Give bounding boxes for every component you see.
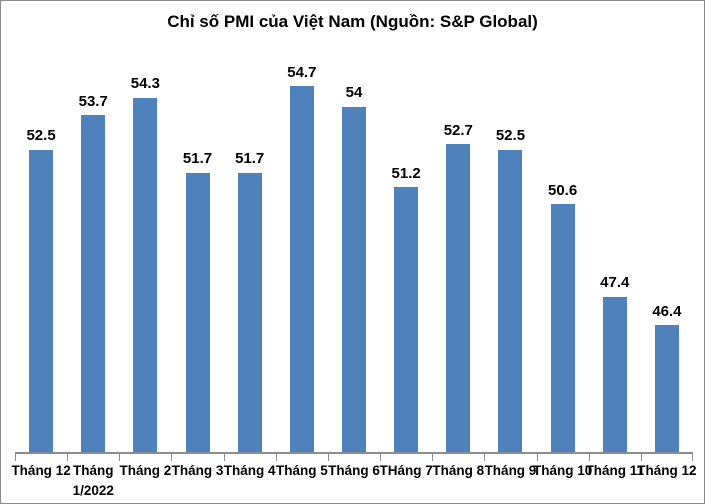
bar-value-label: 54.3 <box>130 75 160 93</box>
x-axis-label: Tháng 3 <box>171 463 224 478</box>
bar-value-label: 50.6 <box>548 181 578 199</box>
x-axis-label: Tháng 4 <box>223 463 276 478</box>
x-axis-tick <box>223 454 225 461</box>
bar-value-label: 46.4 <box>652 302 682 320</box>
bar <box>342 106 366 452</box>
x-axis-tick <box>119 454 121 461</box>
bar-value-label: 53.7 <box>78 92 108 110</box>
bar <box>394 187 419 452</box>
bar <box>29 149 54 452</box>
bar <box>498 149 523 452</box>
x-axis-label: Tháng 12 <box>637 463 697 478</box>
x-axis-label: Tháng 5 <box>275 463 328 478</box>
x-axis-tick <box>15 454 16 461</box>
bar-value-label: 52.5 <box>495 127 526 145</box>
x-axis-tick <box>275 454 277 461</box>
bar-value-label: 54.7 <box>287 63 317 81</box>
x-axis-label: Tháng 8 <box>432 463 485 478</box>
bar <box>602 296 627 452</box>
bar <box>185 172 210 452</box>
bar <box>289 86 314 452</box>
bar-value-label: 51.7 <box>235 150 265 168</box>
bar <box>81 115 106 452</box>
x-axis-label: Tháng 11 <box>585 463 645 478</box>
x-axis-label: Tháng 10 <box>532 463 593 478</box>
bar-value-label: 54 <box>345 84 363 102</box>
chart-title: Chỉ số PMI của Việt Nam (Nguồn: S&P Glob… <box>167 12 538 31</box>
bar-value-label: 47.4 <box>600 274 630 292</box>
x-axis-label: Tháng 6 <box>328 463 380 478</box>
x-axis-tick <box>640 454 642 461</box>
bar <box>133 97 158 452</box>
x-axis-labels: Tháng 12 Tháng 1/2022 Tháng 2 Tháng 3 Tháng … <box>11 461 696 501</box>
bar-value-label: 52.7 <box>443 121 473 139</box>
x-axis-tick <box>536 454 538 461</box>
x-axis-label: THáng 7 <box>379 463 433 478</box>
x-axis-tick <box>327 454 329 461</box>
x-axis-label: Tháng 9 <box>484 463 537 478</box>
x-axis-tick <box>692 454 693 461</box>
bar <box>654 325 679 452</box>
bar <box>237 172 262 452</box>
x-axis-label: Tháng 2 <box>119 463 172 478</box>
x-axis-label: Tháng 12 <box>11 463 71 478</box>
plot-area: 52.5 53.7 54.3 51.7 51.7 54.7 54 51.2 52.7 52.5 50… <box>15 51 693 461</box>
bar <box>550 204 575 452</box>
x-axis-tick <box>588 454 590 461</box>
x-axis-tick <box>67 454 69 461</box>
bar <box>446 144 471 452</box>
x-axis-label: Tháng 1/2022 <box>72 463 114 498</box>
x-axis-tick <box>432 454 434 461</box>
x-axis-tick <box>171 454 173 461</box>
x-axis-tick <box>484 454 486 461</box>
bar-value-label: 52.5 <box>26 127 56 145</box>
bar-value-label: 51.7 <box>182 150 213 168</box>
bar-value-label: 51.2 <box>391 164 421 182</box>
x-axis-tick <box>380 454 382 461</box>
